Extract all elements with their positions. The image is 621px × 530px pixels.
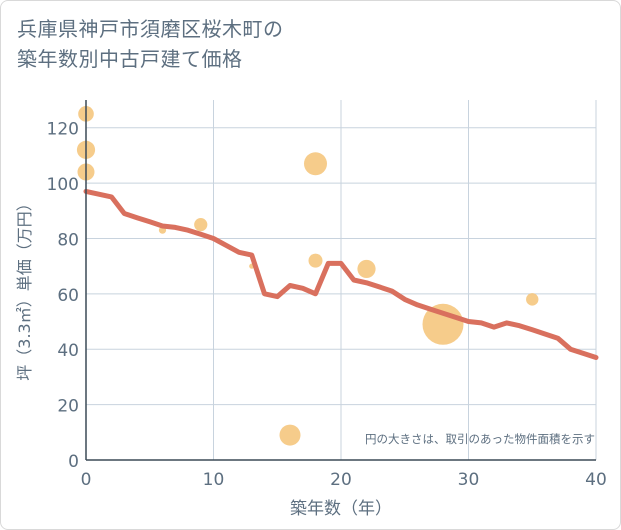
chart-axes — [85, 100, 596, 461]
line-series — [83, 188, 599, 360]
x-axis-label: 築年数（年） — [290, 499, 392, 519]
y-tick-label: 0 — [68, 452, 79, 472]
chart-title-line-2: 築年数別中古戸建て価格 — [17, 47, 243, 71]
y-tick-label: 100 — [47, 175, 79, 195]
y-tick-label: 60 — [57, 286, 79, 306]
chart-title-line-1: 兵庫県神戸市須磨区桜木町の — [17, 17, 284, 41]
chart-grid — [86, 100, 597, 460]
x-tick-label: 40 — [585, 470, 607, 490]
bubble-point — [279, 424, 301, 446]
price-trend-line — [83, 188, 599, 360]
x-tick-label: 10 — [203, 470, 225, 490]
x-tick-label: 30 — [458, 470, 480, 490]
size-annotation: 円の大きさは、取引のあった物件面積を示す — [365, 432, 595, 446]
bubble-point — [357, 259, 376, 279]
tick-labels: 0 20 40 60 80 100 120 0 10 20 30 40 — [47, 120, 607, 490]
chart-title: 兵庫県神戸市須磨区桜木町の 築年数別中古戸建て価格 — [17, 14, 437, 74]
bubble-series — [76, 106, 539, 446]
bubble-point — [194, 218, 208, 232]
bubble-point — [308, 253, 323, 268]
y-tick-label: 20 — [57, 397, 79, 417]
bubble-point — [526, 293, 539, 306]
y-tick-label: 40 — [57, 341, 79, 361]
x-tick-label: 20 — [330, 470, 352, 490]
y-tick-label: 120 — [47, 120, 79, 140]
x-tick-label: 0 — [81, 470, 92, 490]
y-tick-label: 80 — [57, 230, 79, 250]
bubble-point — [304, 152, 327, 176]
y-axis-label: 坪（3.3㎡）単価（万円） — [15, 195, 34, 380]
